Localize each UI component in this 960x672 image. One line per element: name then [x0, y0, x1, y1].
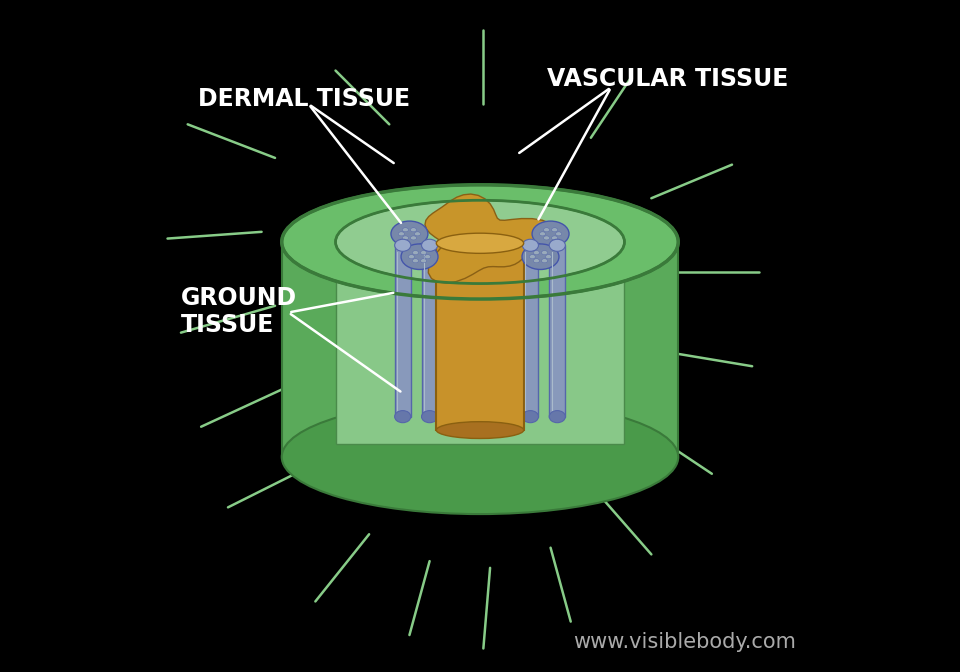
Ellipse shape — [522, 411, 539, 423]
Ellipse shape — [522, 239, 539, 251]
Ellipse shape — [395, 411, 411, 423]
Ellipse shape — [534, 259, 540, 263]
Ellipse shape — [411, 236, 417, 240]
Ellipse shape — [549, 239, 565, 251]
Ellipse shape — [549, 411, 565, 423]
Ellipse shape — [395, 239, 411, 251]
Ellipse shape — [529, 255, 536, 259]
Ellipse shape — [436, 422, 524, 439]
Polygon shape — [549, 245, 565, 417]
Ellipse shape — [540, 232, 545, 236]
Polygon shape — [336, 242, 624, 444]
Ellipse shape — [402, 236, 408, 240]
Polygon shape — [421, 245, 438, 417]
Ellipse shape — [436, 233, 524, 253]
Ellipse shape — [421, 239, 438, 251]
Ellipse shape — [391, 221, 428, 247]
Ellipse shape — [411, 228, 417, 232]
Ellipse shape — [522, 244, 559, 269]
Ellipse shape — [532, 221, 569, 247]
Ellipse shape — [408, 255, 415, 259]
Ellipse shape — [420, 251, 426, 255]
Text: www.visiblebody.com: www.visiblebody.com — [573, 632, 796, 652]
Text: DERMAL TISSUE: DERMAL TISSUE — [198, 87, 410, 112]
Polygon shape — [425, 194, 555, 283]
Ellipse shape — [398, 232, 404, 236]
Ellipse shape — [545, 255, 552, 259]
Ellipse shape — [552, 236, 558, 240]
Ellipse shape — [543, 236, 549, 240]
Polygon shape — [437, 243, 524, 430]
Ellipse shape — [336, 200, 624, 284]
Ellipse shape — [421, 411, 438, 423]
Ellipse shape — [556, 232, 562, 236]
Ellipse shape — [402, 228, 408, 232]
Ellipse shape — [282, 400, 678, 514]
Text: VASCULAR TISSUE: VASCULAR TISSUE — [547, 67, 788, 91]
Polygon shape — [282, 242, 678, 457]
Polygon shape — [522, 245, 539, 417]
Ellipse shape — [282, 185, 678, 299]
Ellipse shape — [420, 259, 426, 263]
Ellipse shape — [413, 259, 419, 263]
Ellipse shape — [424, 255, 431, 259]
Ellipse shape — [552, 228, 558, 232]
Text: GROUND
TISSUE: GROUND TISSUE — [181, 286, 297, 337]
Ellipse shape — [413, 251, 419, 255]
Polygon shape — [395, 245, 411, 417]
Ellipse shape — [541, 251, 547, 255]
Ellipse shape — [543, 228, 549, 232]
Ellipse shape — [401, 244, 438, 269]
Ellipse shape — [541, 259, 547, 263]
Ellipse shape — [534, 251, 540, 255]
Ellipse shape — [415, 232, 420, 236]
